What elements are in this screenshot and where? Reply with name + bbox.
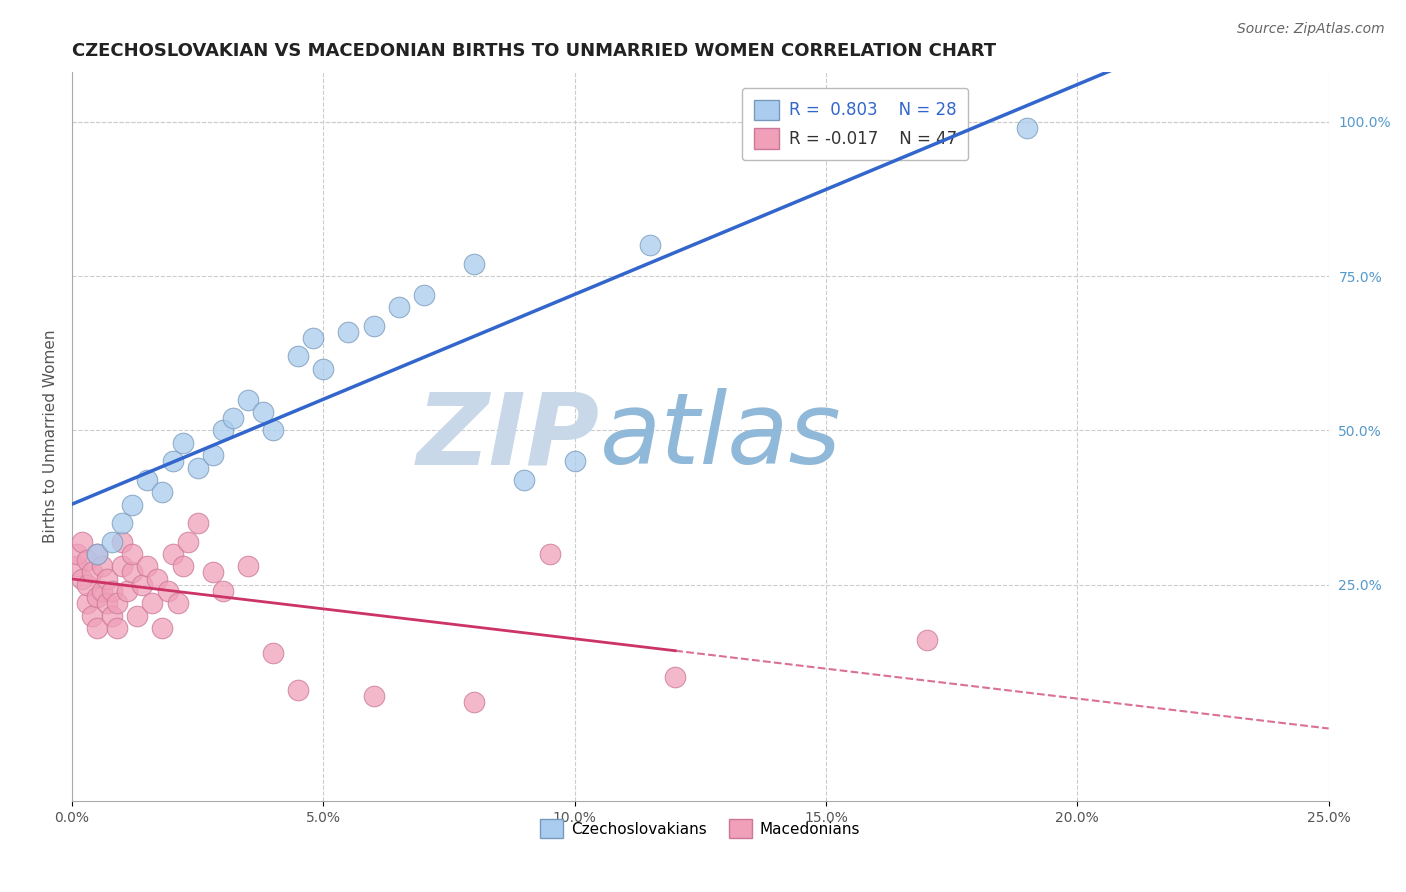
Point [312, 361, 335, 376]
Point [105, 621, 128, 635]
Point [86, 547, 108, 561]
Point [70, 572, 93, 586]
Point [388, 300, 411, 314]
Point [111, 534, 134, 549]
Point [91, 584, 114, 599]
Point [664, 670, 686, 684]
Point [141, 596, 163, 610]
Point [121, 498, 143, 512]
Point [915, 633, 938, 648]
Point [252, 405, 274, 419]
Point [162, 454, 184, 468]
Point [638, 238, 661, 252]
Point [70, 534, 93, 549]
Text: Source: ZipAtlas.com: Source: ZipAtlas.com [1237, 22, 1385, 37]
Point [101, 534, 124, 549]
Point [262, 646, 284, 660]
Point [538, 547, 561, 561]
Point [86, 547, 108, 561]
Point [412, 287, 434, 301]
Point [236, 559, 259, 574]
Point [76, 578, 98, 592]
Point [172, 559, 194, 574]
Point [337, 325, 360, 339]
Point [131, 578, 153, 592]
Point [111, 559, 134, 574]
Legend: Czechoslovakians, Macedonians: Czechoslovakians, Macedonians [534, 814, 866, 844]
Point [105, 596, 128, 610]
Point [564, 454, 586, 468]
Point [302, 331, 325, 345]
Y-axis label: Births to Unmarried Women: Births to Unmarried Women [44, 330, 58, 543]
Point [176, 534, 198, 549]
Point [82, 608, 104, 623]
Text: ZIP: ZIP [416, 388, 600, 485]
Point [66, 547, 89, 561]
Point [86, 590, 108, 604]
Point [211, 584, 233, 599]
Point [127, 608, 149, 623]
Point [96, 596, 118, 610]
Point [136, 559, 159, 574]
Point [121, 566, 143, 580]
Point [111, 516, 134, 530]
Text: CZECHOSLOVAKIAN VS MACEDONIAN BIRTHS TO UNMARRIED WOMEN CORRELATION CHART: CZECHOSLOVAKIAN VS MACEDONIAN BIRTHS TO … [72, 42, 995, 60]
Point [363, 318, 385, 333]
Point [82, 566, 104, 580]
Point [1015, 120, 1038, 135]
Point [211, 424, 233, 438]
Point [363, 689, 385, 703]
Point [136, 473, 159, 487]
Point [463, 257, 485, 271]
Point [66, 559, 89, 574]
Point [262, 424, 284, 438]
Point [865, 120, 887, 135]
Point [91, 559, 114, 574]
Point [166, 596, 188, 610]
Point [86, 621, 108, 635]
Point [287, 350, 309, 364]
Point [201, 566, 224, 580]
Point [146, 572, 169, 586]
Point [162, 547, 184, 561]
Point [76, 596, 98, 610]
Point [101, 584, 124, 599]
Text: atlas: atlas [600, 388, 841, 485]
Point [187, 516, 209, 530]
Point [201, 448, 224, 462]
Point [117, 584, 139, 599]
Point [222, 411, 245, 425]
Point [156, 584, 179, 599]
Point [287, 682, 309, 697]
Point [121, 547, 143, 561]
Point [96, 572, 118, 586]
Point [513, 473, 536, 487]
Point [101, 608, 124, 623]
Point [463, 695, 485, 709]
Point [76, 553, 98, 567]
Point [236, 392, 259, 407]
Point [187, 460, 209, 475]
Point [152, 621, 174, 635]
Point [172, 435, 194, 450]
Point [152, 485, 174, 500]
